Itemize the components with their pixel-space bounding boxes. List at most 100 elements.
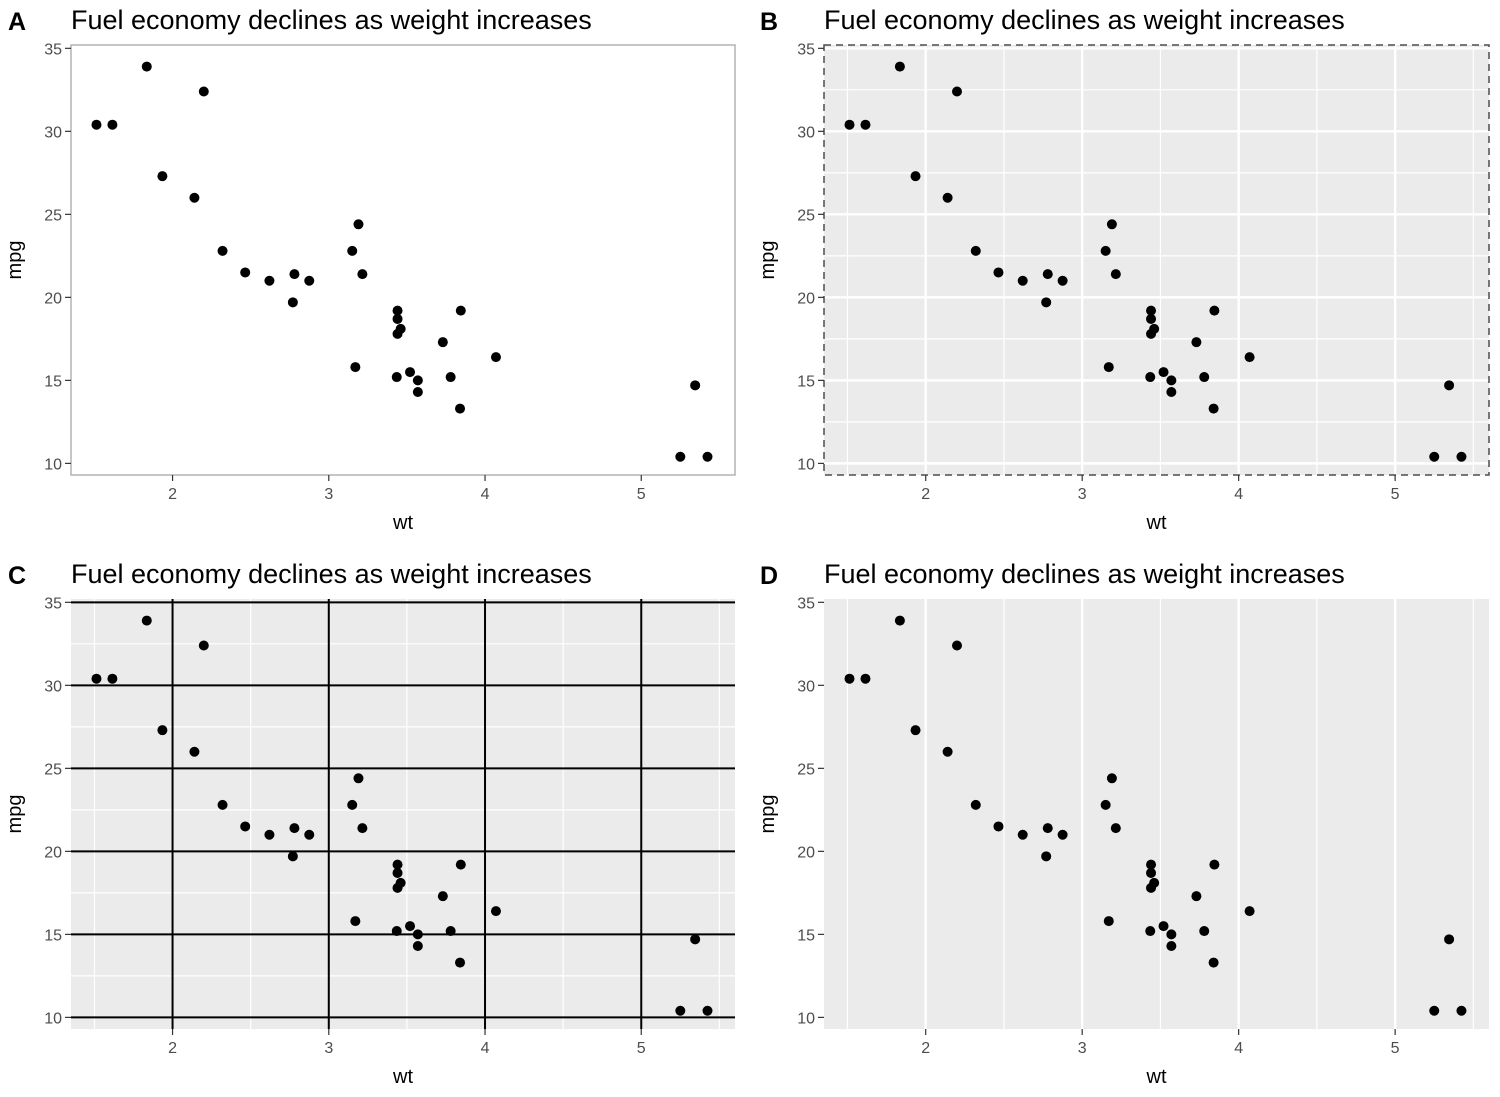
data-point [690,380,701,391]
panel-d: D Fuel economy declines as weight increas… [757,559,1489,1088]
data-point [1110,823,1121,834]
data-point [240,267,251,278]
data-point [1146,328,1157,339]
panel-c: C Fuel economy declines as weight increas… [4,559,735,1088]
data-point [910,725,921,736]
data-point [1208,957,1219,968]
data-point [353,219,364,230]
panel-border-dashed [823,44,1490,476]
data-point [1209,859,1220,870]
x-tick-label: 3 [324,1040,333,1057]
data-point [141,615,152,626]
data-point [405,921,416,932]
data-point [942,746,953,757]
data-point [1017,829,1028,840]
y-axis-title: mpg [757,241,779,280]
plot-title: Fuel economy declines as weight increase… [824,559,1345,589]
data-point [304,275,315,286]
data-point [437,337,448,348]
data-point [392,859,403,870]
y-tick-label: 35 [797,595,815,612]
x-tick-label: 5 [1391,486,1400,503]
y-tick-label: 15 [797,373,815,390]
data-point [1191,891,1202,902]
data-point [1042,269,1053,280]
x-axis-title: wt [1146,512,1167,534]
data-point [1100,799,1111,810]
plot-background [824,45,1489,475]
panel-tag: B [760,8,778,36]
panel-border [70,44,736,476]
data-point [1166,386,1177,397]
data-point [357,269,368,280]
y-tick-label: 30 [44,124,62,141]
y-tick-label: 25 [797,761,815,778]
data-point [289,269,300,280]
data-point [1041,851,1052,862]
data-point [217,799,228,810]
data-point [1146,305,1157,316]
data-point [455,403,466,414]
data-point [198,640,209,651]
data-point [1146,867,1157,878]
data-point [264,275,275,286]
x-axis-title: wt [392,512,413,534]
data-point [1158,367,1169,378]
y-tick-label: 30 [797,124,815,141]
y-tick-label: 35 [44,595,62,612]
data-point [1429,451,1440,462]
y-tick-label: 35 [797,41,815,58]
y-axis-title: mpg [4,795,26,834]
data-point [1166,940,1177,951]
y-tick-label: 15 [44,927,62,944]
panel-tag: D [760,562,778,590]
data-point [844,673,855,684]
y-tick-label: 20 [797,844,815,861]
y-tick-label: 30 [44,678,62,695]
data-point [1444,380,1455,391]
data-point [1146,859,1157,870]
data-point [445,372,456,383]
y-tick-label: 25 [44,761,62,778]
data-point [490,352,501,363]
data-point [455,305,466,316]
data-point [412,929,423,940]
data-point [1444,934,1455,945]
data-point [455,859,466,870]
x-tick-label: 4 [1234,1040,1243,1057]
data-point [1166,929,1177,940]
plot-title: Fuel economy declines as weight increase… [71,559,592,589]
data-point [1209,305,1220,316]
data-point [445,926,456,937]
data-point [1057,275,1068,286]
data-point [304,829,315,840]
data-point [1456,451,1467,462]
plot-background [824,599,1489,1029]
data-point [675,451,686,462]
plot-background [71,599,735,1029]
x-tick-label: 2 [168,486,177,503]
data-point [189,746,200,757]
data-point [993,267,1004,278]
data-point [287,297,298,308]
data-point [1166,375,1177,386]
data-point [437,891,448,902]
x-tick-label: 3 [1078,1040,1087,1057]
data-point [392,882,403,893]
data-point [1106,773,1117,784]
data-point [287,851,298,862]
data-point [198,86,209,97]
data-point [392,328,403,339]
data-point [350,362,361,373]
data-point [264,829,275,840]
data-point [910,171,921,182]
x-tick-label: 2 [921,1040,930,1057]
data-point [1244,352,1255,363]
data-point [107,119,118,130]
x-axis-title: wt [392,1066,413,1088]
y-tick-label: 10 [797,456,815,473]
data-point [189,192,200,203]
panel-a: A Fuel economy declines as weight increas… [4,5,736,534]
data-point [1208,403,1219,414]
data-point [1103,362,1114,373]
